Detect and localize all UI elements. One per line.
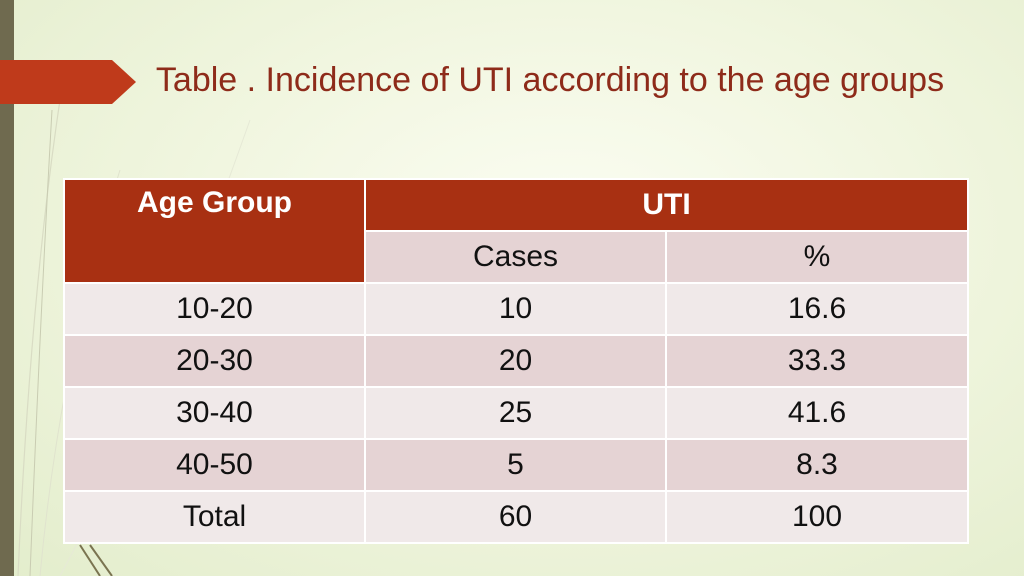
title-arrow-icon — [0, 60, 136, 104]
age-group-cell: 30-40 — [63, 386, 366, 440]
cases-cell: 25 — [364, 386, 667, 440]
percent-cell: 8.3 — [664, 438, 970, 492]
cases-cell: 20 — [364, 334, 667, 388]
percent-cell: 100 — [664, 490, 970, 544]
age-group-cell: 40-50 — [63, 438, 366, 492]
table-row: 10-20 10 16.6 — [63, 282, 970, 336]
percent-cell: 16.6 — [664, 282, 970, 336]
cases-cell: 5 — [364, 438, 667, 492]
table-row-total: Total 60 100 — [63, 490, 970, 544]
header-age-group: Age Group — [63, 178, 366, 284]
cases-cell: 60 — [364, 490, 667, 544]
table-row: 30-40 25 41.6 — [63, 386, 970, 440]
header-percent: % — [664, 230, 970, 284]
table-row: 20-30 20 33.3 — [63, 334, 970, 388]
age-group-cell: 10-20 — [63, 282, 366, 336]
slide-title: Table . Incidence of UTI according to th… — [155, 61, 945, 99]
left-accent-bar — [0, 0, 14, 576]
age-group-cell: Total — [63, 490, 366, 544]
uti-table: Age Group UTI Cases % 10-20 10 16.6 20-3… — [63, 178, 970, 544]
table-row: 40-50 5 8.3 — [63, 438, 970, 492]
age-group-cell: 20-30 — [63, 334, 366, 388]
percent-cell: 41.6 — [664, 386, 970, 440]
percent-cell: 33.3 — [664, 334, 970, 388]
header-uti: UTI — [363, 178, 970, 232]
cases-cell: 10 — [364, 282, 667, 336]
header-cases: Cases — [364, 230, 667, 284]
